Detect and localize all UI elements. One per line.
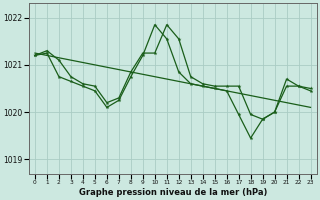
X-axis label: Graphe pression niveau de la mer (hPa): Graphe pression niveau de la mer (hPa) — [79, 188, 267, 197]
